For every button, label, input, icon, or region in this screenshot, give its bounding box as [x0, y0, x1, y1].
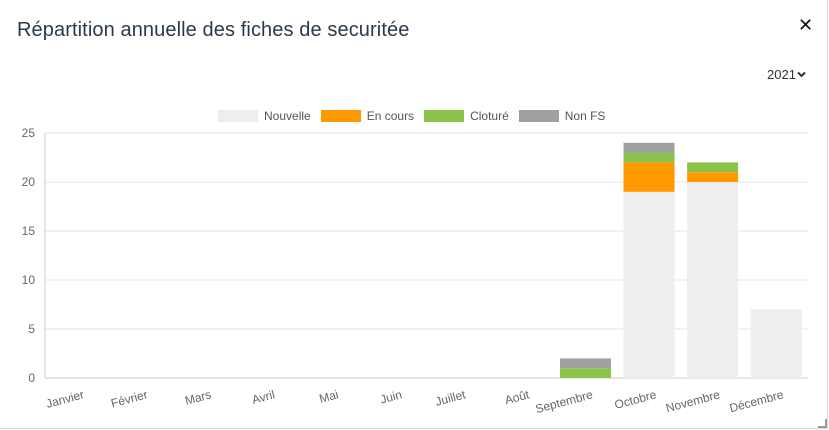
- x-tick-label: Janvier: [45, 387, 86, 411]
- x-tick-label: Octobre: [613, 387, 658, 412]
- bar-non-fs: [623, 142, 675, 153]
- x-tick-label: Novembre: [664, 387, 721, 415]
- x-tick-label: Juillet: [434, 387, 468, 409]
- x-tick-label: Juin: [379, 387, 404, 406]
- legend-swatch: [424, 110, 465, 122]
- legend-label: Non FS: [564, 109, 606, 123]
- x-tick-label: Décembre: [728, 387, 785, 415]
- year-select[interactable]: 2021: [767, 66, 806, 84]
- bar-nouvelle: [623, 191, 675, 378]
- legend-label: En cours: [366, 109, 415, 123]
- legend-item[interactable]: Non FS: [518, 109, 606, 123]
- y-tick-label: 25: [22, 126, 36, 140]
- legend-item[interactable]: Nouvelle: [218, 109, 311, 123]
- x-tick-label: Février: [109, 387, 149, 410]
- panel-title: Répartition annuelle des fiches de secur…: [17, 19, 410, 41]
- bar-nouvelle: [750, 309, 802, 378]
- bar-nouvelle: [687, 182, 739, 378]
- y-tick-label: 20: [22, 175, 36, 189]
- legend-swatch: [518, 110, 559, 122]
- bar-en-cours: [687, 172, 739, 182]
- chevron-down-icon: [797, 66, 806, 81]
- legend-swatch: [320, 110, 361, 122]
- bar-en-cours: [623, 162, 675, 192]
- year-select-value: 2021: [767, 67, 796, 82]
- x-tick-label: Avril: [250, 387, 276, 407]
- y-tick-label: 15: [22, 224, 36, 238]
- bar-clotur-: [623, 152, 675, 163]
- bar-non-fs: [559, 358, 611, 369]
- legend-label: Cloturé: [470, 109, 509, 123]
- x-tick-label: Mars: [183, 387, 212, 407]
- x-tick-label: Août: [503, 387, 531, 407]
- chart-legend: Nouvelle En cours Cloturé Non FS: [218, 108, 615, 124]
- y-tick-label: 10: [22, 273, 36, 287]
- legend-swatch: [218, 110, 258, 122]
- x-tick-label: Mai: [318, 387, 340, 406]
- legend-item[interactable]: En cours: [320, 109, 415, 123]
- bar-clotur-: [559, 368, 611, 378]
- y-tick-label: 0: [28, 371, 35, 385]
- x-tick-label: Septembre: [534, 387, 595, 416]
- close-icon[interactable]: ✕: [798, 15, 814, 35]
- y-tick-label: 5: [28, 322, 35, 336]
- bar-clotur-: [687, 162, 739, 173]
- resize-handle-icon[interactable]: [818, 419, 827, 428]
- legend-label: Nouvelle: [264, 109, 311, 123]
- legend-item[interactable]: Cloturé: [424, 109, 509, 123]
